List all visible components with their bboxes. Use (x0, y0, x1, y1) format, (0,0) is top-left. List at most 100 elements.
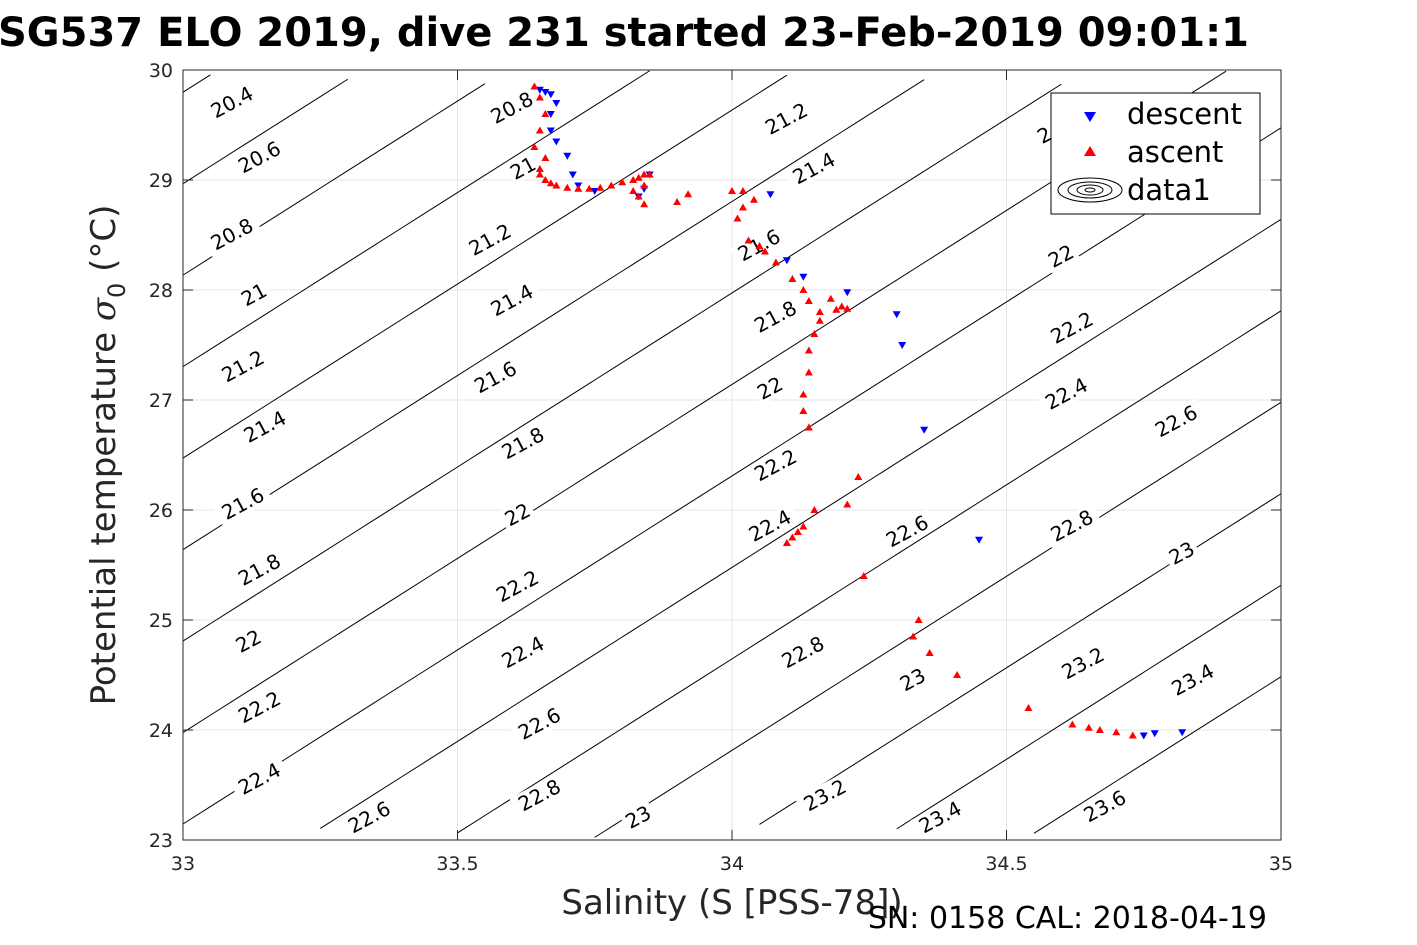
ascent-point (629, 187, 638, 194)
legend-ascent-label: ascent (1127, 135, 1223, 169)
contour-label-background (493, 420, 553, 466)
ascent-point (535, 170, 544, 178)
ascent-point (634, 192, 643, 200)
contour-line-23-4 (896, 584, 1282, 830)
ascent-point (755, 242, 764, 249)
contour-label-background (1042, 304, 1102, 351)
ascent-point (859, 572, 868, 579)
ascent-point (541, 110, 550, 117)
descent-point (1178, 729, 1187, 737)
ascent-point (804, 297, 813, 304)
descent-point (546, 111, 555, 118)
contour-label-background (482, 84, 542, 131)
ascent-point (799, 522, 808, 530)
ascent-point (530, 143, 539, 150)
ascent-point (914, 616, 923, 623)
contour-label-background (229, 623, 268, 659)
ascent-point (618, 178, 627, 186)
descent-point (546, 91, 555, 99)
y-tick-label: 23 (149, 830, 173, 852)
y-tick-label: 28 (149, 280, 173, 302)
ascent-point (728, 187, 736, 194)
contour-label-background (229, 134, 290, 180)
ascent-point (530, 82, 539, 90)
ascent-point (738, 187, 747, 194)
contour-label-background (339, 794, 400, 840)
descent-point (535, 86, 544, 94)
ascent-point (585, 184, 594, 192)
grid (182, 69, 1282, 841)
x-tick-label: 35 (1269, 853, 1293, 875)
y-axis-label-text: Potential temperature (84, 321, 124, 705)
ascent-point (684, 190, 693, 198)
contour-label-background (503, 150, 543, 186)
ascent-point (771, 258, 780, 266)
axis-ticks: 33 33.5 34 34.5 35 23 24 25 26 27 28 29 30 (149, 60, 1293, 875)
contour-label-background (910, 794, 971, 840)
descent-point (1139, 732, 1148, 740)
y-tick-label: 25 (149, 610, 173, 632)
legend: descent ascent data1 (1050, 92, 1261, 215)
contour-label-background (1074, 783, 1135, 829)
contour-line-21 (182, 78, 348, 185)
descent-point (552, 138, 561, 146)
ascent-point (909, 632, 918, 640)
descent-point (546, 127, 555, 135)
descent-point (563, 152, 572, 160)
ascent-point (640, 200, 649, 208)
ascent-point (810, 506, 819, 513)
ascent-point (535, 126, 544, 134)
contour-label-background (783, 145, 844, 191)
serial-calibration-note: SN: 0158 CAL: 2018-04-19 (868, 901, 1267, 936)
contour-label-background (877, 508, 938, 554)
ascent-point (953, 671, 962, 678)
ascent-point (1128, 731, 1137, 739)
contour-label-background (234, 403, 295, 450)
legend-data1-label: data1 (1127, 173, 1211, 207)
y-tick-label: 27 (149, 390, 173, 412)
ascent-point (541, 176, 550, 183)
contour-label-background (618, 799, 658, 835)
ascent-point (1112, 728, 1121, 736)
contour-label-background (756, 95, 817, 142)
y-axis-label-unit: (°C) (84, 205, 124, 283)
x-tick-label: 34.5 (985, 853, 1027, 875)
contour-label-background (794, 772, 855, 818)
contour-label-background (740, 502, 800, 549)
contour-label-background (893, 662, 932, 697)
contour-label-background (1162, 656, 1223, 703)
ascent-point (832, 305, 841, 313)
descent-point (920, 426, 929, 434)
contour-line-21-8 (182, 79, 925, 550)
ascent-point (1068, 720, 1077, 728)
contour-line-23 (594, 401, 1282, 838)
ascent-point (925, 649, 934, 656)
descent-point (799, 273, 808, 281)
contour-label-background (229, 684, 290, 730)
ascent-point (815, 316, 824, 324)
ascent-point (1024, 704, 1033, 711)
contour-label-background (1042, 502, 1102, 549)
ascent-point (843, 304, 852, 312)
ascent-point (837, 302, 846, 310)
ascent-point (826, 294, 835, 302)
contour-label-background (745, 293, 806, 340)
contour-label-background (213, 343, 273, 389)
descent-point (552, 100, 561, 107)
contour-label-background (1053, 640, 1113, 686)
ascent-point (629, 176, 638, 183)
ascent-point (563, 183, 572, 191)
contour-line-22-4 (182, 127, 1282, 825)
ascent-point (738, 203, 747, 211)
contour-line-21-6 (182, 74, 788, 459)
descent-point (568, 171, 577, 179)
y-tick-label: 30 (149, 60, 173, 82)
contour-label-background (482, 277, 542, 323)
legend-data1-contour-icon (1057, 177, 1123, 203)
ascent-point (815, 308, 824, 315)
ascent-point (535, 93, 544, 101)
contour-label-background (229, 755, 290, 802)
ascent-point (843, 500, 852, 508)
contour-line-20-8 (182, 74, 211, 93)
